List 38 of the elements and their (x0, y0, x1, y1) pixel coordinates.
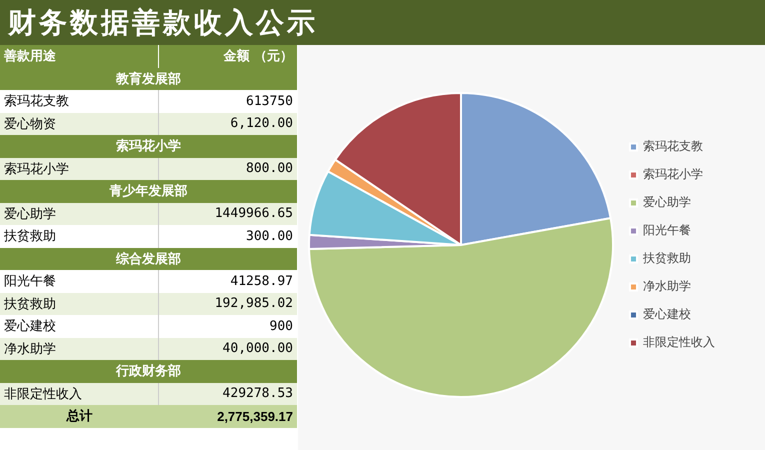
legend-label: 阳光午餐 (643, 223, 691, 238)
text: 扶贫救助 (0, 292, 158, 315)
text: 非限定性收入 (0, 382, 158, 405)
text: 300.00 (158, 225, 297, 248)
text: 行政财务部 (0, 360, 297, 382)
legend-label: 索玛花支教 (643, 139, 703, 154)
text: 索玛花支教 (0, 90, 158, 112)
text: 教育发展部 (0, 68, 297, 90)
legend-label: 净水助学 (643, 279, 691, 294)
legend-label: 非限定性收入 (643, 335, 715, 350)
text: 青少年发展部 (0, 180, 297, 202)
text: 索玛花小学 (0, 158, 158, 180)
text: 613750 (158, 90, 297, 112)
text: 爱心物资 (0, 112, 158, 135)
text: 2,775,359.17 (158, 405, 297, 428)
text: 索玛花小学 (0, 135, 297, 158)
text: 金额 （元） (158, 45, 297, 68)
text: 800.00 (158, 158, 297, 180)
text: 财务数据善款收入公示 (0, 0, 765, 45)
text: 192,985.02 (158, 292, 297, 315)
text: 综合发展部 (0, 248, 297, 270)
text: 扶贫救助 (0, 225, 158, 248)
text: 总计 (0, 405, 158, 428)
text: 429278.53 (158, 382, 297, 405)
legend-label: 扶贫救助 (642, 251, 691, 266)
text: 爱心建校 (0, 315, 158, 338)
text: 41258.97 (158, 270, 297, 292)
legend-label: 爱心助学 (643, 195, 691, 210)
text: 爱心助学 (0, 202, 158, 225)
text: 善款用途 (0, 45, 158, 68)
text: 40,000.00 (158, 338, 297, 360)
text: 900 (158, 315, 297, 338)
text: 1449966.65 (158, 202, 297, 225)
legend-label: 爱心建校 (643, 307, 691, 322)
text: 6,120.00 (158, 112, 297, 135)
text: 净水助学 (0, 338, 158, 360)
legend-label: 索玛花小学 (643, 167, 703, 182)
text: 阳光午餐 (0, 270, 158, 292)
